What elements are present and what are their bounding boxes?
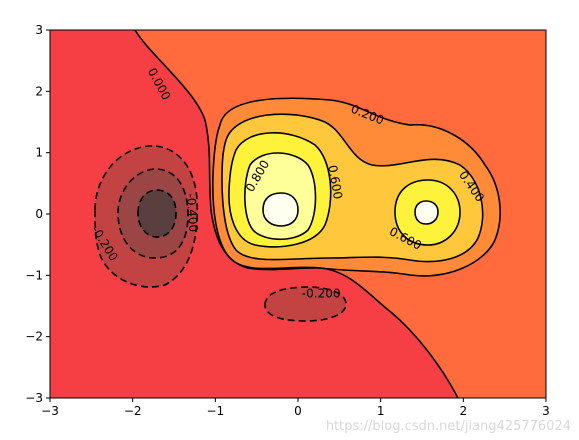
contour-lines-negative: [94, 145, 347, 322]
contour-line-neg-0.400: [117, 168, 189, 259]
y-tick-label: 2: [35, 84, 43, 98]
y-tick-label: −3: [25, 391, 43, 405]
contour-line-0.400: [221, 113, 484, 263]
contour-label-text: -0.400: [184, 193, 201, 233]
y-tick-label: 1: [35, 146, 43, 160]
contour-line-peak-left: [262, 192, 299, 227]
contour-label: 0.600: [325, 164, 345, 200]
x-tick-label: 0: [294, 404, 302, 418]
x-tick-label: −2: [124, 404, 142, 418]
region-valley-core: [138, 190, 176, 237]
contour-line-neg-core: [137, 189, 177, 238]
plot-area: 0.0000.2000.4000.6000.6000.800-0.400-0.2…: [50, 30, 546, 398]
contour-line-neg-0.200-left: [94, 145, 199, 288]
region-below-minus-0.2-bottom: [265, 287, 346, 321]
contour-line-0.000: [134, 30, 459, 398]
contour-label: -0.200: [302, 287, 341, 301]
y-tick-label: 3: [35, 23, 43, 37]
x-tick-label: 3: [542, 404, 550, 418]
x-tick-label: −3: [41, 404, 59, 418]
y-axis: −3 −2 −1 0 1 2 3: [25, 23, 50, 405]
contour-label-text: 0.600: [325, 164, 345, 200]
contour-line-0.200: [212, 97, 501, 277]
x-axis: −3 −2 −1 0 1 2 3: [41, 398, 550, 418]
contour-line-0.800: [244, 152, 317, 241]
contour-label-text: -0.200: [302, 287, 341, 301]
contour-lines: [134, 30, 501, 398]
y-tick-label: −1: [25, 268, 43, 282]
contour-label: -0.400: [184, 193, 201, 233]
y-tick-label: −2: [25, 330, 43, 344]
x-tick-label: 1: [377, 404, 385, 418]
contour-line-0.600-left: [228, 132, 332, 248]
y-tick-label: 0: [35, 207, 43, 221]
x-tick-label: 2: [460, 404, 468, 418]
x-tick-label: −1: [206, 404, 224, 418]
contour-line-0.600-right: [394, 179, 461, 246]
watermark: https://blog.csdn.net/jiang425776024: [325, 419, 571, 434]
contour-line-peak-right: [414, 200, 439, 225]
